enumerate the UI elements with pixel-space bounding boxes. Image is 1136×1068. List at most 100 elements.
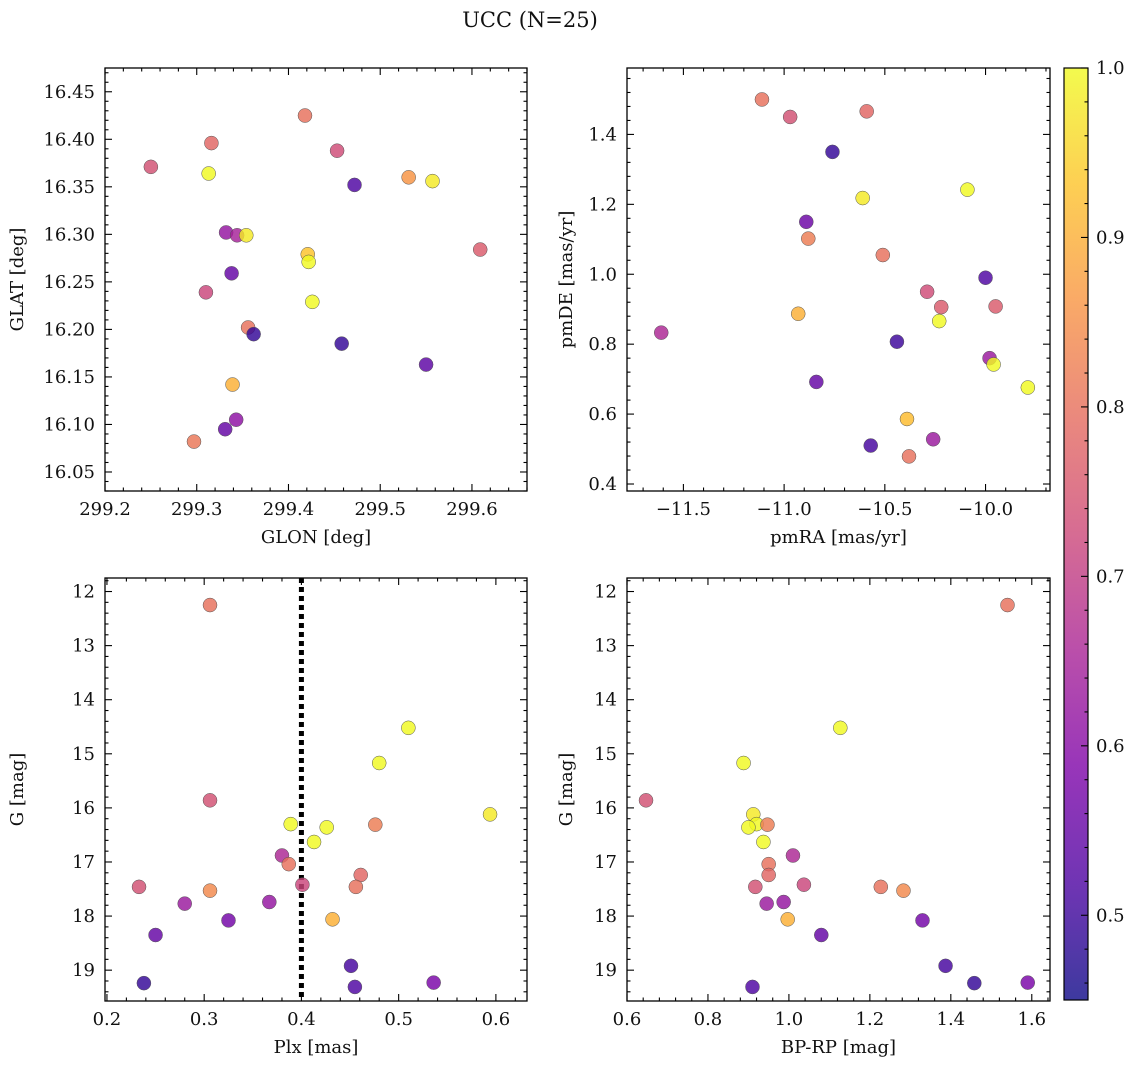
scatter-point (334, 336, 349, 351)
scatter-point (901, 449, 917, 464)
y-tick-label: 16.45 (43, 82, 95, 103)
y-tick-label: 1.2 (588, 194, 617, 215)
scatter-points (638, 597, 1035, 995)
scatter-point (202, 793, 218, 808)
scatter-point (931, 313, 947, 329)
scatter-point (915, 913, 930, 928)
scatter-point (736, 755, 751, 771)
scatter-point (306, 834, 322, 850)
x-tick-label: 1.4 (937, 1009, 966, 1030)
x-tick-label: 0.6 (482, 1009, 511, 1030)
y-tick-label: 17 (72, 852, 95, 873)
scatter-points (131, 597, 498, 995)
x-tick-label: −11.5 (656, 499, 711, 520)
scatter-point (776, 894, 791, 910)
scatter-point (301, 254, 316, 270)
y-tick-label: 16.40 (43, 129, 95, 150)
scatter-point (760, 817, 775, 832)
scatter-point (785, 848, 801, 863)
scatter-point (814, 927, 829, 943)
plot-frame (104, 67, 528, 492)
y-tick-label: 16.05 (43, 462, 95, 483)
scatter-point (933, 299, 949, 315)
scatter-point (833, 720, 848, 736)
scatter-point (401, 720, 416, 736)
scatter-point (343, 958, 359, 974)
x-axis-label: GLON [deg] (261, 527, 371, 548)
x-tick-label: 299.2 (79, 499, 131, 520)
y-tick-label: 19 (594, 960, 617, 981)
scatter-point (756, 834, 771, 850)
colorbar-tick-label: 0.6 (1096, 736, 1125, 757)
colorbar-tick-label: 0.7 (1096, 566, 1125, 587)
scatter-point (426, 975, 441, 990)
y-tick-label: 16.15 (43, 367, 95, 388)
y-tick-label: 0.8 (588, 334, 617, 355)
colorbar-gradient (1063, 67, 1089, 1001)
scatter-point (297, 108, 313, 123)
x-axis-label: Plx [mas] (274, 1037, 359, 1058)
scatter-point (986, 357, 1001, 372)
scatter-point (143, 159, 159, 175)
x-tick-label: 0.5 (384, 1009, 413, 1030)
scatter-point (136, 975, 152, 991)
y-tick-label: 16 (72, 798, 95, 819)
x-tick-label: 0.6 (613, 1009, 642, 1030)
scatter-point (204, 135, 219, 151)
scatter-point (1020, 975, 1035, 990)
x-axis-label: BP-RP [mag] (781, 1037, 896, 1058)
x-tick-label: 0.4 (287, 1009, 316, 1030)
x-tick-label: 1.6 (1017, 1009, 1046, 1030)
x-tick-label: 0.2 (93, 1009, 122, 1030)
plot-frame (626, 67, 1051, 492)
scatter-point (1000, 597, 1015, 613)
figure-title: UCC (N=25) (462, 8, 598, 32)
panel-glon-glat: 299.2 299.3 299.4 299.5 299.6 16.05 16.10 16.15… (7, 67, 528, 548)
scatter-point (418, 357, 434, 372)
y-tick-label: 13 (594, 636, 617, 657)
panel-plx-g: 0.2 0.3 0.4 0.5 0.6 12 13 14 15 16 17 18 19 Plx [mas]… (7, 577, 528, 1058)
scatter-point (202, 883, 218, 898)
scatter-point (1020, 380, 1036, 395)
scatter-point (281, 856, 297, 872)
y-axis-label: pmDE [mas/yr] (556, 211, 577, 349)
scatter-point (988, 299, 1003, 314)
x-tick-label: −10.0 (958, 499, 1013, 520)
y-tick-label: 16.25 (43, 272, 95, 293)
scatter-point (925, 432, 941, 447)
scatter-point (780, 912, 795, 927)
scatter-point (653, 325, 669, 340)
scatter-point (472, 242, 488, 257)
y-tick-label: 16.20 (43, 319, 95, 340)
x-tick-label: 299.5 (354, 499, 406, 520)
scatter-point (239, 228, 254, 243)
x-tick-label: 1.0 (775, 1009, 804, 1030)
scatter-point (782, 109, 798, 125)
y-tick-label: 14 (72, 690, 95, 711)
scatter-point (801, 231, 816, 246)
scatter-point (246, 326, 261, 342)
colorbar-tick-label: 1.0 (1096, 58, 1125, 79)
scatter-point (262, 894, 277, 910)
y-axis-label: G [mag] (7, 753, 28, 826)
scatter-point (368, 817, 383, 832)
scatter-point (305, 294, 320, 310)
scatter-point (198, 285, 214, 300)
scatter-point (978, 270, 993, 286)
scatter-point (228, 412, 244, 427)
x-tick-label: 0.8 (694, 1009, 723, 1030)
y-tick-label: 18 (594, 906, 617, 927)
scatter-point (319, 820, 334, 835)
scatter-point (225, 377, 240, 392)
y-tick-label: 0.6 (588, 404, 617, 425)
scatter-point (741, 820, 756, 835)
scatter-point (482, 807, 498, 822)
x-tick-label: 1.2 (856, 1009, 885, 1030)
y-tick-label: 15 (594, 744, 617, 765)
scatter-points (143, 108, 488, 449)
x-tick-label: −10.5 (857, 499, 912, 520)
scatter-point (217, 421, 233, 437)
y-tick-label: 16.35 (43, 177, 95, 198)
y-tick-label: 18 (72, 906, 95, 927)
colorbar-tick-label: 0.9 (1096, 227, 1125, 248)
